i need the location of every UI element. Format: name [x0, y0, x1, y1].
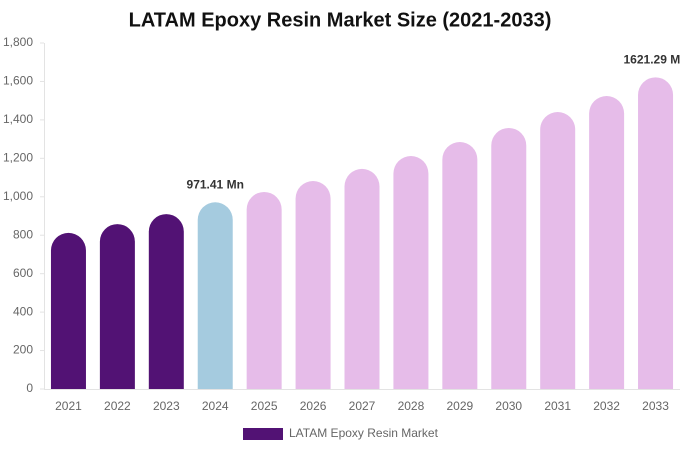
legend-swatch [243, 428, 283, 440]
x-tick-label: 2021 [55, 399, 82, 413]
x-tick-label: 2023 [153, 399, 180, 413]
bar [589, 96, 625, 389]
x-tick-label: 2033 [642, 399, 669, 413]
y-tick-label: 800 [13, 227, 33, 241]
y-tick-label: 1,600 [3, 74, 33, 88]
x-tick-label: 2028 [398, 399, 425, 413]
bar [393, 156, 429, 389]
y-tick-label: 600 [13, 266, 33, 280]
bar [295, 181, 331, 389]
bar [246, 191, 282, 389]
bar [442, 141, 478, 389]
x-tick-label: 2026 [300, 399, 327, 413]
y-tick-label: 1,400 [3, 112, 33, 126]
data-label: 1621.29 Mn [624, 53, 680, 67]
x-tick-label: 2030 [495, 399, 522, 413]
bar [148, 214, 184, 389]
y-tick-label: 1,000 [3, 189, 33, 203]
y-tick-label: 1,800 [3, 35, 33, 49]
data-label: 971.41 Mn [187, 177, 244, 191]
y-tick-label: 1,200 [3, 151, 33, 165]
chart-title: LATAM Epoxy Resin Market Size (2021-2033… [129, 9, 552, 31]
bar [344, 168, 380, 389]
bar [491, 127, 527, 390]
x-tick-label: 2027 [349, 399, 376, 413]
y-tick-label: 200 [13, 343, 33, 357]
bar [197, 202, 233, 389]
x-tick-label: 2024 [202, 399, 229, 413]
bar [638, 77, 674, 389]
x-tick-label: 2022 [104, 399, 131, 413]
x-tick-label: 2032 [593, 399, 620, 413]
x-tick-label: 2025 [251, 399, 278, 413]
legend-label: LATAM Epoxy Resin Market [289, 426, 439, 440]
y-tick-label: 400 [13, 304, 33, 318]
bar [540, 112, 576, 389]
bar [99, 224, 135, 389]
x-tick-label: 2031 [544, 399, 571, 413]
y-tick-label: 0 [26, 381, 33, 395]
bar [50, 232, 86, 389]
x-tick-label: 2029 [446, 399, 473, 413]
